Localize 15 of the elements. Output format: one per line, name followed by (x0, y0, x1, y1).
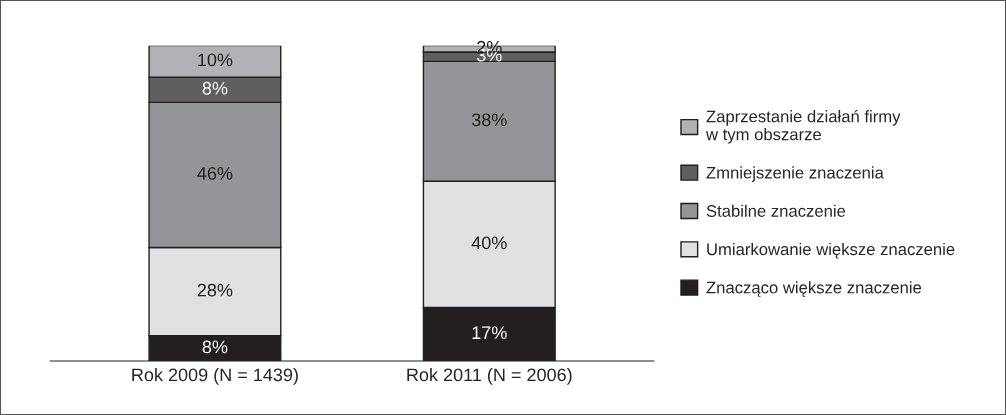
legend-label: Stabilne znaczenie (706, 204, 846, 217)
data-label: 38% (471, 113, 507, 127)
legend-label: Zmniejszenie znaczenia (706, 166, 884, 182)
data-label: 8% (202, 340, 228, 354)
data-label: 28% (197, 283, 233, 297)
x-tick-label: Rok 2009 (N = 1439) (132, 367, 298, 385)
data-label: 17% (472, 326, 507, 340)
legend-label: Znacząco większe znaczenie (706, 281, 922, 297)
data-label: 8% (202, 81, 228, 95)
data-label: 46% (197, 167, 233, 180)
x-tick-label: Rok 2011 (N = 2006) (407, 367, 572, 385)
legend-label: Zaprzestanie działań firmy w tym obszarze (705, 109, 901, 144)
data-label: 40% (471, 236, 507, 250)
data-label: 10% (198, 53, 233, 67)
legend-label: Umiarkowanie większe znaczenie (707, 242, 955, 259)
